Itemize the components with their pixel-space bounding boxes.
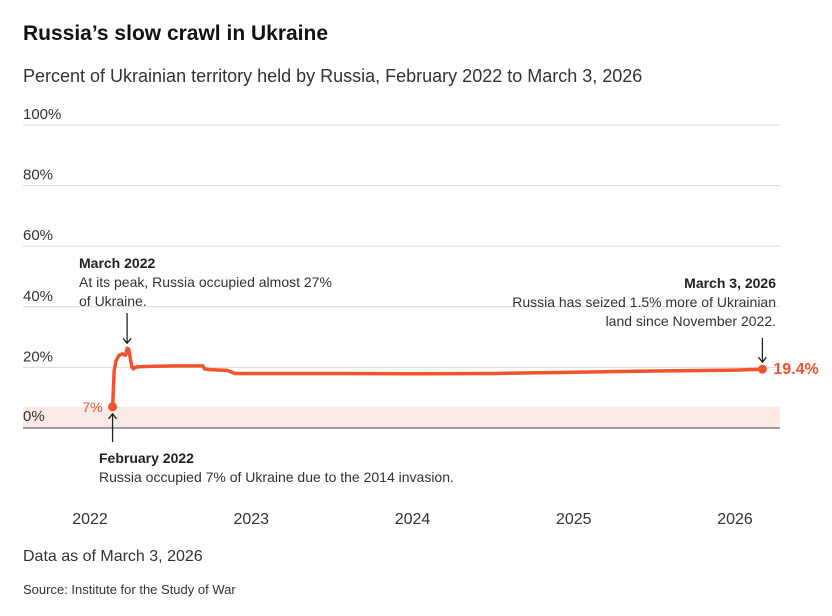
x-tick-label-2024: 2024 <box>395 511 431 528</box>
x-tick-label-2025: 2025 <box>556 511 592 528</box>
x-tick-label-2022: 2022 <box>72 511 108 528</box>
annotation-march-2022-text-0: At its peak, Russia occupied almost 27% <box>79 274 332 290</box>
data-date-note: Data as of March 3, 2026 <box>23 548 203 565</box>
data-label-0: 7% <box>82 399 102 415</box>
annotation-march-2022-arrow-head <box>122 337 132 345</box>
annotation-february-2022-arrow <box>108 412 118 442</box>
y-tick-label-0: 0% <box>23 408 45 425</box>
y-tick-label-100: 100% <box>23 106 61 123</box>
x-tick-label-2026: 2026 <box>717 511 753 528</box>
annotation-february-2022-heading: February 2022 <box>99 450 194 466</box>
annotation-march-2022-heading: March 2022 <box>79 255 155 271</box>
data-label-1: 19.4% <box>773 361 818 378</box>
annotation-march-2026-text-0: Russia has seized 1.5% more of Ukrainian <box>512 294 776 310</box>
annotation-february-2022-arrow-head <box>108 412 118 420</box>
source-note: Source: Institute for the Study of War <box>23 582 236 597</box>
annotation-march-2022-arrow <box>122 313 132 345</box>
baseline-band <box>23 406 780 428</box>
series-line-0 <box>110 346 765 409</box>
y-tick-label-20: 20% <box>23 348 53 365</box>
annotation-march-2026-arrow <box>757 338 767 364</box>
chart-title: Russia’s slow crawl in Ukraine <box>23 22 329 45</box>
y-tick-label-40: 40% <box>23 288 53 305</box>
annotation-february-2022-text-0: Russia occupied 7% of Ukraine due to the… <box>99 469 454 485</box>
data-point-1 <box>757 364 767 374</box>
annotation-march-2022-text-1: of Ukraine. <box>79 293 147 309</box>
x-tick-label-2023: 2023 <box>233 511 269 528</box>
annotation-march-2026-arrow-head <box>757 356 767 364</box>
annotation-march-2026-heading: March 3, 2026 <box>684 275 776 291</box>
chart-subtitle: Percent of Ukrainian territory held by R… <box>23 66 643 86</box>
data-point-0 <box>108 402 118 412</box>
annotation-march-2026-text-1: land since November 2022. <box>606 313 776 329</box>
y-tick-label-60: 60% <box>23 227 53 244</box>
y-tick-label-80: 80% <box>23 167 53 184</box>
